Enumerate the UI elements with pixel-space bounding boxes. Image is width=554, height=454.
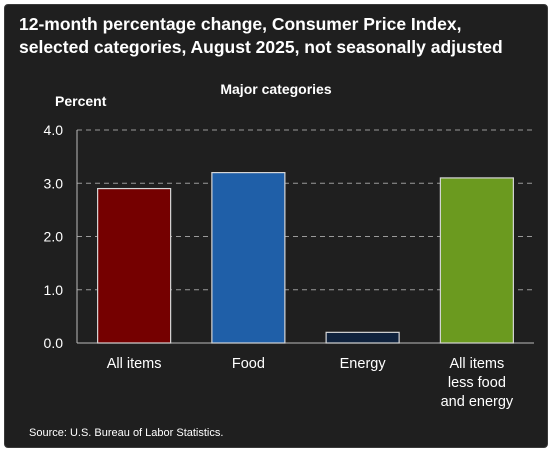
- chart-title: 12-month percentage change, Consumer Pri…: [19, 13, 539, 59]
- y-tick-label: 3.0: [44, 175, 64, 191]
- x-category-label: All items: [449, 356, 504, 372]
- y-tick-label: 1.0: [44, 282, 64, 298]
- bar: [439, 177, 514, 344]
- x-category-label: less food: [448, 375, 506, 391]
- bar: [325, 331, 400, 344]
- y-tick-label: 4.0: [44, 122, 64, 138]
- x-category-label: Energy: [340, 356, 387, 372]
- bar: [97, 187, 172, 344]
- chart-subtitle: Major categories: [220, 81, 332, 97]
- x-category-label: Food: [232, 356, 265, 372]
- y-tick-label: 0.0: [44, 335, 64, 351]
- x-category-label: All items: [107, 356, 162, 372]
- x-category-label: and energy: [441, 394, 514, 410]
- y-axis-label: Percent: [55, 93, 107, 109]
- chart-title-line-1: 12-month percentage change, Consumer Pri…: [19, 14, 462, 34]
- chart-title-line-2: selected categories, August 2025, not se…: [19, 37, 503, 57]
- bar: [211, 172, 286, 344]
- y-tick-label: 2.0: [44, 229, 64, 245]
- source-note: Source: U.S. Bureau of Labor Statistics.: [29, 427, 224, 439]
